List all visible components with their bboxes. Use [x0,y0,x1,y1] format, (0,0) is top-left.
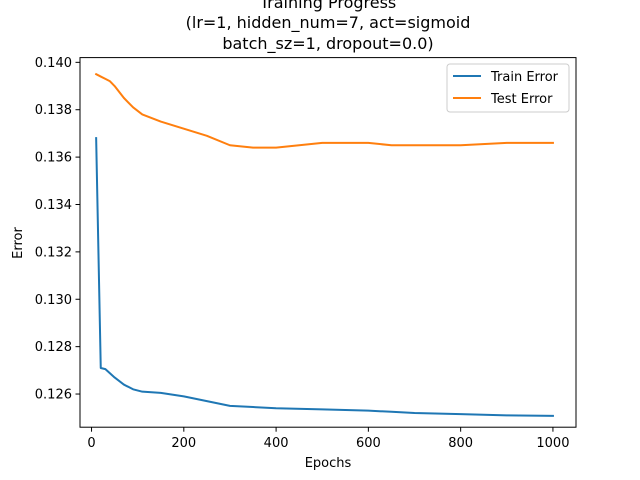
series-line-train-error [95,137,554,417]
y-axis-ticks: 0.126 0.128 0.130 0.132 0.134 0.136 0.138 0.140 [35,56,80,403]
x-axis-label: Epochs [305,456,352,471]
chart-title-line-2: (lr=1, hidden_num=7, act=sigmoid [186,13,471,33]
y-tick-label: 0.132 [35,245,72,260]
series-layer [94,72,554,417]
x-tick-label: 600 [356,436,381,451]
x-axis-ticks: 0 200 400 600 800 1000 [87,427,569,451]
y-tick-label: 0.130 [35,293,72,308]
x-tick-label: 0 [87,436,95,451]
y-tick-label: 0.136 [35,151,72,166]
legend-label-train-error: Train Error [490,70,559,85]
plot-area [79,57,577,428]
y-tick-label: 0.140 [35,56,72,71]
chart-title-line-3: batch_sz=1, dropout=0.0) [222,34,433,54]
y-tick-label: 0.138 [35,103,72,118]
x-tick-label: 800 [448,436,473,451]
y-tick-label: 0.134 [35,198,72,213]
x-tick-label: 400 [264,436,289,451]
x-tick-label: 1000 [536,436,569,451]
series-line-test-error [94,72,554,149]
axes-frame [79,57,577,428]
legend-label-test-error: Test Error [490,92,553,107]
y-tick-label: 0.126 [35,388,72,403]
chart-title-line-1: Training Progress [259,0,397,12]
legend: Train Error Test Error [446,63,570,113]
y-axis-label: Error [11,227,26,259]
chart-title: Training Progress (lr=1, hidden_num=7, a… [186,0,471,54]
x-tick-label: 200 [171,436,196,451]
y-tick-label: 0.128 [35,340,72,355]
